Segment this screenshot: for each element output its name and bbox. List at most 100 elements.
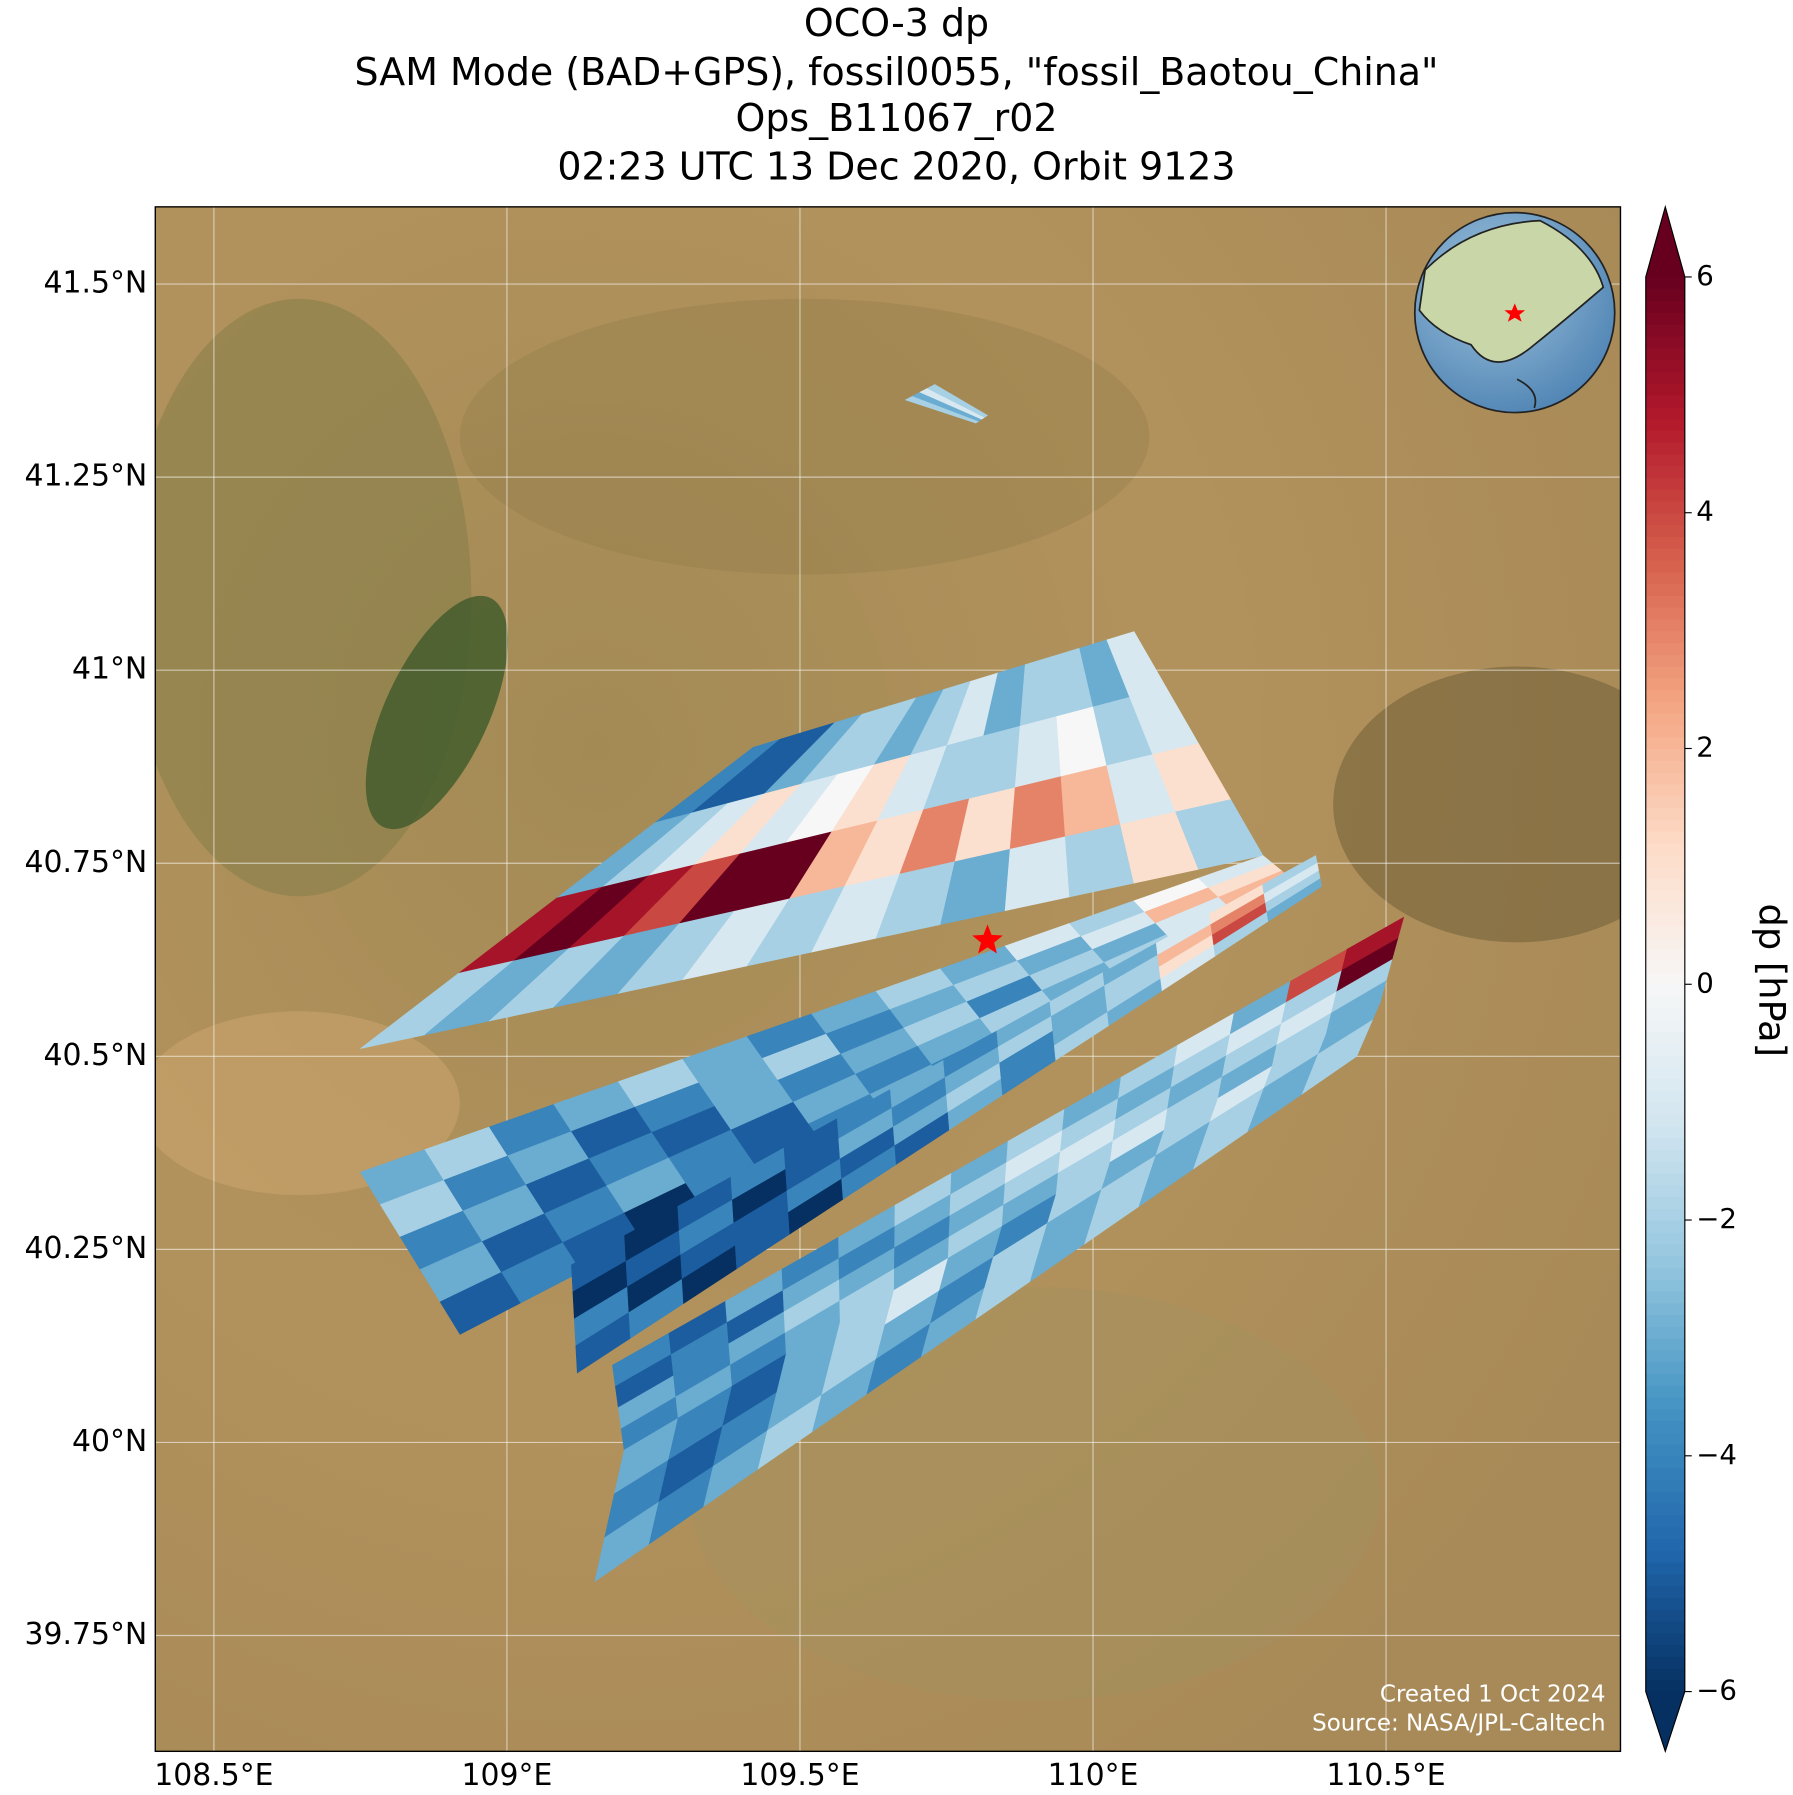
colorbar-segment	[1645, 536, 1685, 549]
colorbar-segment	[1645, 630, 1685, 644]
colorbar-segment	[1645, 1125, 1685, 1139]
colorbar-tick-label: −6	[1696, 1674, 1737, 1707]
globe-coast	[1516, 378, 1537, 409]
colorbar-segment	[1645, 1090, 1685, 1103]
colorbar-segment	[1645, 1396, 1685, 1410]
colorbar-segment	[1645, 359, 1685, 372]
colorbar-segment	[1645, 1172, 1685, 1186]
colorbar-segment	[1645, 925, 1685, 938]
colorbar-segment	[1645, 736, 1685, 750]
colorbar-segment	[1645, 335, 1685, 349]
colorbar-segment	[1645, 324, 1685, 337]
y-tick-label: 39.75°N	[24, 1617, 147, 1652]
lake	[365, 595, 508, 830]
colorbar-segment	[1645, 1149, 1685, 1162]
colorbar-segment	[1645, 654, 1685, 667]
colorbar-segment	[1645, 1290, 1685, 1304]
colorbar-tick-label: 6	[1696, 259, 1714, 292]
colorbar-segment	[1645, 913, 1685, 927]
colorbar-segment	[1645, 866, 1685, 879]
colorbar-segment	[1645, 1455, 1685, 1469]
colorbar-segment	[1645, 1184, 1685, 1198]
colorbar-segment	[1645, 1444, 1685, 1457]
colorbar-segment	[1645, 854, 1685, 868]
colorbar-label: dp [hPa]	[1750, 904, 1793, 1057]
colorbar-segment	[1645, 1243, 1685, 1257]
title-line: Ops_B11067_r02	[736, 96, 1058, 140]
terrain-patch	[1333, 666, 1621, 943]
globe-inset	[1413, 211, 1616, 414]
colorbar-segment	[1645, 1491, 1685, 1504]
colorbar-segment	[1645, 1161, 1685, 1174]
colorbar-segment	[1645, 1620, 1685, 1634]
colorbar-segment	[1645, 1137, 1685, 1150]
colorbar-segment	[1645, 1667, 1685, 1681]
y-tick-label: 41.25°N	[24, 459, 147, 494]
colorbar-extend	[1645, 1691, 1685, 1752]
colorbar-segment	[1645, 901, 1685, 915]
colorbar-segment	[1645, 642, 1685, 655]
colorbar-segment	[1645, 760, 1685, 773]
colorbar-segment	[1645, 748, 1685, 761]
colorbar-segment	[1645, 831, 1685, 844]
colorbar-segment	[1645, 1432, 1685, 1445]
colorbar-segment	[1645, 1007, 1685, 1021]
colorbar-segment	[1645, 1255, 1685, 1268]
colorbar-segment	[1645, 1337, 1685, 1351]
colorbar-segment	[1645, 1267, 1685, 1280]
x-tick-label: 108.5°E	[154, 1758, 273, 1793]
colorbar-segment	[1645, 689, 1685, 703]
colorbar-segment	[1645, 960, 1685, 974]
colorbar-segment	[1645, 406, 1685, 420]
colorbar-segment	[1645, 477, 1685, 490]
colorbar-segment	[1645, 1054, 1685, 1068]
colorbar-segment	[1645, 701, 1685, 714]
title-line: OCO-3 dp	[804, 1, 989, 45]
colorbar-segment	[1645, 288, 1685, 302]
colorbar-segment	[1645, 489, 1685, 502]
colorbar-segment	[1645, 984, 1685, 997]
terrain-patch	[459, 298, 1150, 575]
colorbar-segment	[1645, 1043, 1685, 1056]
colorbar-segment	[1645, 347, 1685, 361]
colorbar-segment	[1645, 1573, 1685, 1587]
colorbar-segment	[1645, 772, 1685, 785]
colorbar-segment	[1645, 1314, 1685, 1327]
colorbar-segment	[1645, 512, 1685, 526]
colorbar-segment	[1645, 1609, 1685, 1622]
colorbar-segment	[1645, 819, 1685, 832]
swath-layer	[359, 384, 1405, 1583]
colorbar-segment	[1645, 1408, 1685, 1422]
colorbar-extend	[1645, 206, 1685, 277]
colorbar-tick-label: −4	[1696, 1438, 1737, 1471]
target-star	[972, 924, 1003, 954]
colorbar-segment	[1645, 807, 1685, 820]
annotation: Source: NASA/JPL-Caltech	[1312, 1710, 1605, 1736]
colorbar-segment	[1645, 1632, 1685, 1646]
colorbar-segment	[1645, 394, 1685, 408]
colorbar-segment	[1645, 465, 1685, 479]
colorbar-segment	[1645, 1502, 1685, 1516]
x-tick-label: 110.5°E	[1326, 1758, 1445, 1793]
colorbar-tick-label: 2	[1696, 730, 1714, 763]
colorbar-segment	[1645, 1467, 1685, 1481]
colorbar-segment	[1645, 948, 1685, 962]
colorbar-segment	[1645, 889, 1685, 903]
colorbar-segment	[1645, 1656, 1685, 1669]
title-line: SAM Mode (BAD+GPS), fossil0055, "fossil_…	[355, 50, 1439, 94]
colorbar-segment	[1645, 842, 1685, 856]
colorbar-segment	[1645, 996, 1685, 1009]
colorbar-segment	[1645, 1031, 1685, 1044]
colorbar-segment	[1645, 1113, 1685, 1127]
colorbar-segment	[1645, 559, 1685, 573]
annotation: Created 1 Oct 2024	[1380, 1682, 1606, 1708]
colorbar-segment	[1645, 571, 1685, 585]
colorbar-segment	[1645, 383, 1685, 396]
colorbar: −6 −4 −2 0 2 4 6	[1645, 204, 1737, 1754]
plot-frame	[154, 206, 1622, 1753]
swath-cell	[1301, 1037, 1366, 1095]
colorbar-segment	[1645, 1326, 1685, 1339]
colorbar-segment	[1645, 300, 1685, 314]
globe-land	[1418, 219, 1605, 363]
